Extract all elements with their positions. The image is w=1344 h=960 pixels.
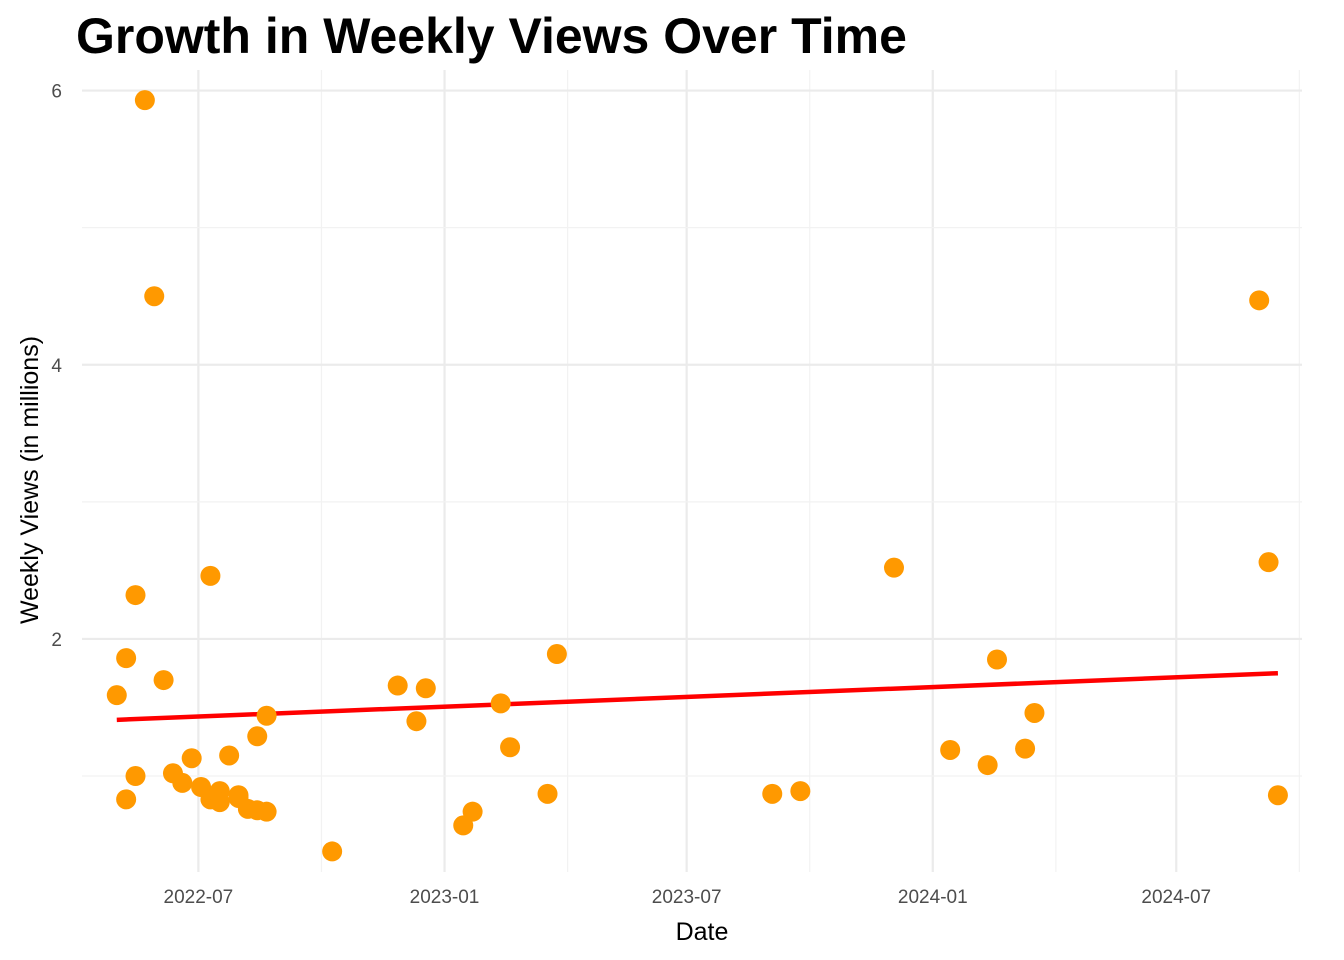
scatter-point xyxy=(1267,785,1288,806)
scatter-point xyxy=(125,585,146,606)
chart-title: Growth in Weekly Views Over Time xyxy=(76,8,907,64)
x-tick-label: 2023-07 xyxy=(652,887,722,908)
y-tick-label: 6 xyxy=(51,82,62,103)
grid-lines xyxy=(82,70,1302,872)
scatter-point xyxy=(116,648,137,669)
x-tick-label: 2022-07 xyxy=(164,887,234,908)
scatter-point xyxy=(790,781,811,802)
scatter-point xyxy=(209,792,230,813)
scatter-point xyxy=(1258,552,1279,573)
scatter-points xyxy=(106,90,1288,862)
scatter-point xyxy=(322,841,343,862)
scatter-point xyxy=(172,772,193,793)
x-tick-label: 2024-01 xyxy=(898,887,968,908)
scatter-point xyxy=(1024,702,1045,723)
scatter-point xyxy=(153,670,174,691)
scatter-point xyxy=(537,783,558,804)
scatter-point xyxy=(500,737,521,758)
scatter-point xyxy=(490,693,511,714)
scatter-point xyxy=(134,90,155,111)
scatter-point xyxy=(940,739,961,760)
trend-line xyxy=(116,670,1279,723)
scatter-point xyxy=(144,286,165,307)
scatter-point xyxy=(219,745,240,766)
scatter-point xyxy=(387,675,408,696)
y-axis-label: Weekly Views (in millions) xyxy=(16,336,44,624)
scatter-point xyxy=(200,565,221,586)
scatter-point xyxy=(462,801,483,822)
scatter-point xyxy=(125,766,146,787)
scatter-point xyxy=(1249,290,1270,311)
scatter-point xyxy=(116,789,137,810)
tick-labels: 2022-07 2023-01 2023-07 2024-01 2024-07 2 4 6 xyxy=(51,82,1211,908)
scatter-point xyxy=(977,755,998,776)
scatter-point xyxy=(106,685,127,706)
scatter-point xyxy=(546,644,567,665)
scatter-point xyxy=(415,678,436,699)
scatter-point xyxy=(256,705,277,726)
scatter-point xyxy=(987,649,1007,670)
x-tick-label: 2024-07 xyxy=(1141,887,1211,908)
x-tick-label: 2023-01 xyxy=(410,887,480,908)
y-tick-label: 2 xyxy=(51,630,62,651)
trend-line-layer xyxy=(116,670,1279,723)
scatter-point xyxy=(406,711,427,732)
scatter-point xyxy=(247,726,268,747)
x-axis-label: Date xyxy=(676,918,729,946)
scatter-point xyxy=(181,748,202,769)
scatter-point xyxy=(883,557,904,578)
scatter-point xyxy=(256,801,277,822)
y-tick-label: 4 xyxy=(51,356,62,377)
scatter-point xyxy=(1015,738,1036,759)
scatter-point xyxy=(762,783,783,804)
